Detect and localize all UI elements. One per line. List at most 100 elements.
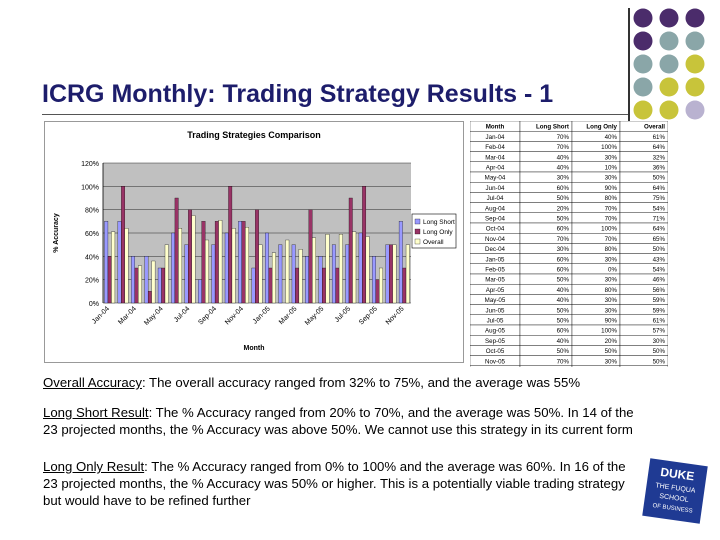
duke-fuqua-logo: DUKE THE FUQUA SCHOOL OF BUSINESS — [642, 458, 708, 524]
title-underline — [42, 114, 628, 115]
table-cell: 32% — [653, 154, 666, 161]
long-short-text: : The % Accuracy ranged from 20% to 70%,… — [43, 405, 634, 437]
decor-dot — [685, 77, 705, 97]
bar-overall-feb-04 — [124, 228, 129, 304]
bars — [104, 186, 410, 304]
table-cell: Aug-04 — [485, 205, 506, 212]
table-cell: 30% — [605, 358, 618, 365]
decor-dot — [659, 8, 679, 28]
table-cell: Mar-05 — [485, 277, 505, 284]
table-cell: Oct-05 — [486, 348, 505, 355]
legend-swatch — [414, 238, 421, 245]
overall-accuracy-paragraph: Overall Accuracy: The overall accuracy r… — [43, 374, 638, 391]
table-cell: 30% — [605, 277, 618, 284]
decor-dot — [659, 54, 679, 74]
bar-long-only-nov-05 — [402, 267, 407, 304]
decor-dot — [659, 100, 679, 120]
table-cell: 59% — [653, 307, 666, 314]
table-cell: 50% — [557, 195, 570, 202]
decor-dot — [685, 100, 705, 120]
logo-line-3: SCHOOL — [659, 493, 689, 504]
table-cell: 40% — [557, 338, 570, 345]
table-cell: 75% — [653, 195, 666, 202]
table-cell: Jul-05 — [487, 318, 504, 325]
table-cell: 50% — [557, 348, 570, 355]
logo-line-1: DUKE — [660, 465, 696, 484]
bar-long-short-mar-04 — [131, 256, 135, 304]
table-cell: 43% — [653, 256, 666, 263]
bar-long-short-aug-05 — [358, 232, 363, 304]
long-only-heading: Long Only Result — [43, 459, 145, 474]
bar-long-only-mar-04 — [134, 267, 139, 304]
bar-long-only-sep-04 — [214, 221, 219, 304]
table-cell: Apr-04 — [486, 165, 505, 172]
table-cell: 50% — [557, 318, 570, 325]
table-cell: 80% — [605, 195, 618, 202]
table-header-cell: Month — [486, 124, 505, 131]
bar-long-only-apr-05 — [308, 209, 313, 304]
table-cell: 56% — [653, 287, 666, 294]
bar-overall-jul-05 — [352, 231, 357, 304]
bar-long-only-apr-04 — [147, 291, 152, 304]
legend: Long Short Long Only Overall — [411, 213, 457, 249]
table-cell: Jun-05 — [486, 307, 505, 314]
legend-swatch — [414, 228, 421, 235]
bar-long-short-oct-04 — [224, 232, 229, 304]
bar-long-only-sep-05 — [375, 279, 380, 304]
chart-panel: Trading Strategies Comparison Month % Ac… — [44, 121, 464, 363]
table-cell: 70% — [557, 236, 570, 243]
bar-overall-apr-05 — [312, 237, 316, 304]
bar-overall-jun-04 — [178, 228, 183, 304]
bar-long-only-feb-04 — [121, 186, 125, 304]
table-cell: 30% — [605, 175, 618, 182]
legend-label: Long Only — [423, 229, 453, 236]
y-tick-label: 120% — [81, 161, 99, 168]
bar-overall-mar-04 — [138, 265, 142, 304]
table-cell: 40% — [557, 154, 570, 161]
table-cell: Jul-04 — [487, 195, 504, 202]
table-cell: 70% — [557, 144, 570, 151]
trading-strategies-chart: Trading Strategies Comparison Month % Ac… — [44, 121, 464, 363]
table-header-cell: Long Short — [536, 124, 569, 131]
y-tick-label: 100% — [81, 184, 99, 191]
y-tick-label: 40% — [85, 254, 99, 261]
bar-long-only-jul-05 — [348, 197, 353, 304]
y-tick-label: 80% — [85, 208, 99, 215]
bar-long-short-apr-04 — [144, 256, 149, 304]
table-cell: 64% — [653, 185, 666, 192]
bar-long-short-feb-05 — [278, 244, 283, 304]
decor-dot — [685, 8, 705, 28]
bar-overall-nov-04 — [245, 227, 249, 304]
legend-label: Long Short — [423, 219, 455, 226]
decor-dot — [659, 77, 679, 97]
decor-dot — [633, 31, 653, 51]
bar-overall-jan-05 — [271, 252, 276, 304]
bar-overall-oct-04 — [231, 228, 236, 304]
decor-dot — [659, 31, 679, 51]
table-cell: May-05 — [485, 297, 506, 304]
table-cell: 71% — [653, 216, 666, 223]
table-cell: 54% — [653, 205, 666, 212]
bar-long-only-aug-04 — [201, 221, 206, 304]
table-cell: Oct-04 — [486, 226, 505, 233]
bar-long-short-jul-05 — [345, 244, 350, 304]
bar-long-short-apr-05 — [305, 256, 309, 304]
slide-title: ICRG Monthly: Trading Strategy Results -… — [42, 80, 554, 108]
bar-long-only-dec-04 — [255, 209, 259, 304]
bar-long-short-may-05 — [318, 256, 323, 304]
decor-dot — [685, 54, 705, 74]
table-cell: 61% — [653, 318, 666, 325]
table-cell: 80% — [605, 246, 618, 253]
table-cell: 57% — [653, 328, 666, 335]
decor-dot — [633, 54, 653, 74]
table-cell: 60% — [557, 185, 570, 192]
table-cell: 70% — [605, 216, 618, 223]
table-cell: Nov-05 — [485, 358, 506, 365]
table-cell: 100% — [601, 144, 617, 151]
table-cell: 54% — [653, 267, 666, 274]
table-cell: 100% — [601, 328, 617, 335]
table-cell: 50% — [653, 348, 666, 355]
table-cell: Jan-05 — [486, 256, 505, 263]
table-cell: 50% — [605, 348, 618, 355]
y-tick-label: 60% — [85, 231, 99, 238]
